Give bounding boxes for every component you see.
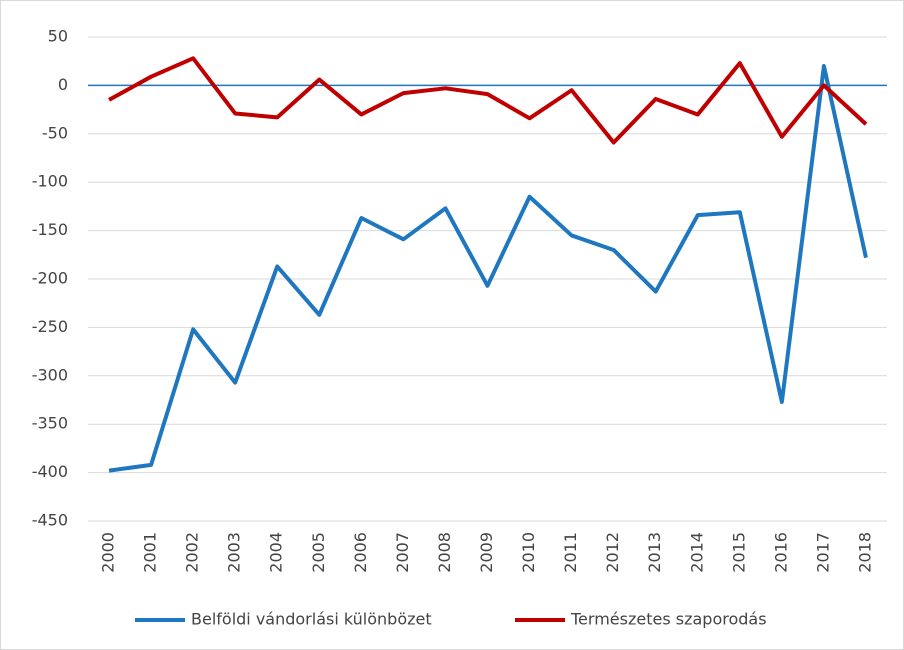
y-tick-label: -400 bbox=[32, 462, 68, 481]
y-tick-label: -300 bbox=[32, 365, 68, 384]
x-tick-label: 2007 bbox=[393, 532, 412, 573]
legend-label: Természetes szaporodás bbox=[570, 610, 767, 629]
y-tick-label: -450 bbox=[32, 511, 68, 530]
x-tick-label: 2000 bbox=[99, 532, 118, 573]
x-tick-label: 2015 bbox=[729, 532, 748, 573]
y-tick-label: -100 bbox=[32, 172, 68, 191]
x-tick-label: 2012 bbox=[603, 532, 622, 573]
x-tick-label: 2004 bbox=[267, 532, 286, 573]
y-tick-label: -150 bbox=[32, 220, 68, 239]
x-tick-label: 2002 bbox=[183, 532, 202, 573]
x-tick-label: 2008 bbox=[435, 532, 454, 573]
y-tick-label: 0 bbox=[58, 75, 68, 94]
x-tick-label: 2009 bbox=[477, 532, 496, 573]
x-tick-label: 2018 bbox=[855, 532, 874, 573]
x-tick-label: 2017 bbox=[813, 532, 832, 573]
x-tick-label: 2011 bbox=[561, 532, 580, 573]
y-tick-label: -50 bbox=[42, 123, 68, 142]
x-tick-label: 2001 bbox=[141, 532, 160, 573]
x-tick-label: 2014 bbox=[687, 532, 706, 573]
y-tick-label: 50 bbox=[48, 27, 68, 46]
legend-label: Belföldi vándorlási különbözet bbox=[191, 610, 432, 629]
x-tick-label: 2005 bbox=[309, 532, 328, 573]
series-line bbox=[108, 56, 868, 145]
x-tick-label: 2003 bbox=[225, 532, 244, 573]
x-tick-label: 2013 bbox=[645, 532, 664, 573]
series-line bbox=[108, 64, 868, 473]
y-tick-label: -200 bbox=[32, 269, 68, 288]
y-tick-label: -350 bbox=[32, 414, 68, 433]
y-tick-label: -250 bbox=[32, 317, 68, 336]
x-tick-label: 2006 bbox=[351, 532, 370, 573]
x-tick-label: 2010 bbox=[519, 532, 538, 573]
x-tick-label: 2016 bbox=[771, 532, 790, 573]
